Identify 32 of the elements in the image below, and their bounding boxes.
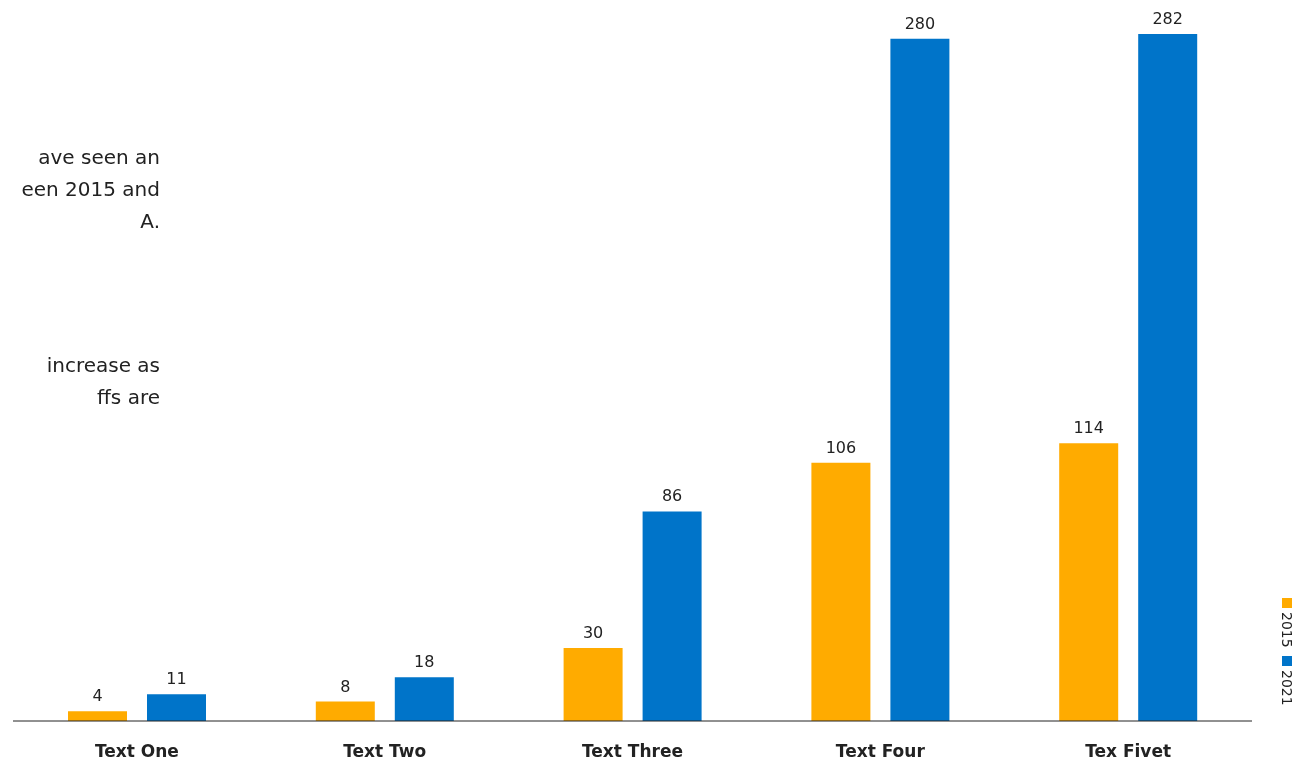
bar xyxy=(1138,34,1198,721)
data-label: 30 xyxy=(582,622,604,642)
data-label: 280 xyxy=(904,13,936,33)
data-label: 18 xyxy=(414,652,435,672)
bar xyxy=(315,701,375,721)
data-label: 106 xyxy=(825,437,857,457)
x-tick-label: Text Three xyxy=(581,741,684,762)
bar xyxy=(1059,443,1119,721)
x-tick-label: Text Four xyxy=(835,741,926,762)
x-tick-label: Text Two xyxy=(343,741,427,762)
bar xyxy=(811,462,871,721)
annotation: ave seen an xyxy=(37,145,160,169)
bar xyxy=(563,647,623,721)
legend-label: 2015 xyxy=(1279,612,1295,648)
data-label: 86 xyxy=(661,486,683,506)
data-label: 282 xyxy=(1152,9,1183,28)
annotation: A. xyxy=(139,209,160,233)
x-tick-label: Tex Fivet xyxy=(1085,741,1172,762)
annotation: increase as xyxy=(45,353,160,377)
data-label: 8 xyxy=(340,676,351,696)
x-tick-label: Text One xyxy=(94,741,179,762)
bar xyxy=(68,711,127,721)
data-label: 114 xyxy=(1073,418,1104,438)
bar xyxy=(890,38,950,721)
bar xyxy=(642,511,702,721)
data-label: 4 xyxy=(92,686,103,706)
data-label: 11 xyxy=(166,669,187,689)
bar xyxy=(394,677,454,721)
legend-label: 2021 xyxy=(1279,669,1295,706)
annotation: een 2015 and xyxy=(20,177,160,201)
bar xyxy=(147,694,206,721)
annotation: ffs are xyxy=(96,385,160,409)
